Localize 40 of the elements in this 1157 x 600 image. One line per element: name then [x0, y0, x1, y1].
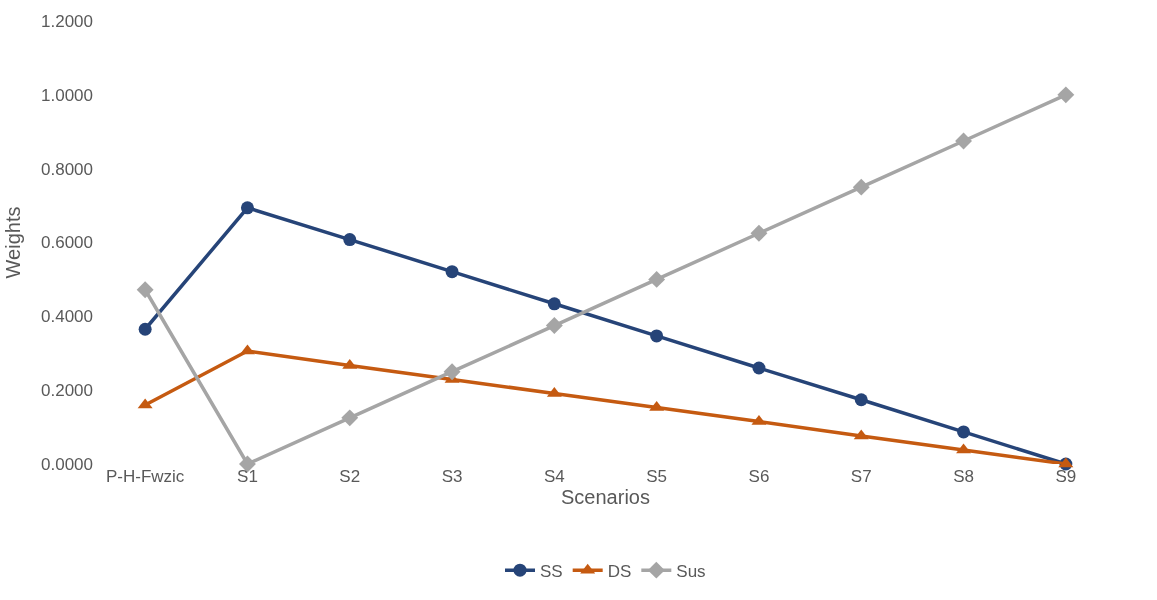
- point: [443, 363, 461, 381]
- y-tick-label: 1.2000: [41, 11, 93, 31]
- point: [752, 361, 766, 375]
- x-tick-label: S2: [339, 467, 361, 486]
- legend-label: SS: [540, 561, 563, 581]
- legend-label: Sus: [676, 561, 706, 581]
- x-tick-label: S3: [441, 467, 463, 486]
- x-tick-label: S7: [850, 467, 872, 486]
- y-tick-label: 0.2000: [41, 381, 93, 401]
- point: [750, 224, 768, 242]
- x-tick-label: S5: [646, 467, 668, 486]
- point: [648, 270, 666, 288]
- y-axis-title: Weights: [1, 206, 24, 279]
- point: [240, 201, 254, 215]
- point: [547, 297, 561, 311]
- point: [545, 317, 563, 335]
- point: [854, 393, 868, 407]
- y-tick-label: 0.0000: [41, 454, 93, 474]
- y-tick-label: 0.4000: [41, 307, 93, 327]
- point: [852, 178, 870, 196]
- point: [343, 233, 357, 247]
- point: [136, 281, 154, 299]
- point: [957, 425, 971, 439]
- x-axis-title: Scenarios: [561, 486, 650, 508]
- point: [955, 132, 972, 150]
- y-tick-label: 1.0000: [41, 85, 93, 105]
- y-tick-label: 0.6000: [41, 233, 93, 253]
- point: [138, 322, 152, 336]
- y-tick-label: 0.8000: [41, 159, 93, 179]
- point: [650, 329, 664, 343]
- x-tick-label: S1: [237, 467, 258, 486]
- x-tick-label: S6: [748, 467, 770, 486]
- point: [341, 409, 359, 427]
- x-tick-label: S8: [953, 467, 974, 486]
- legend-label: DS: [607, 561, 632, 581]
- point: [445, 265, 459, 279]
- x-tick-label: S4: [543, 467, 565, 486]
- point: [1057, 86, 1075, 104]
- x-tick-label: S9: [1055, 467, 1077, 486]
- x-tick-label: P-H-Fwzic: [105, 467, 185, 486]
